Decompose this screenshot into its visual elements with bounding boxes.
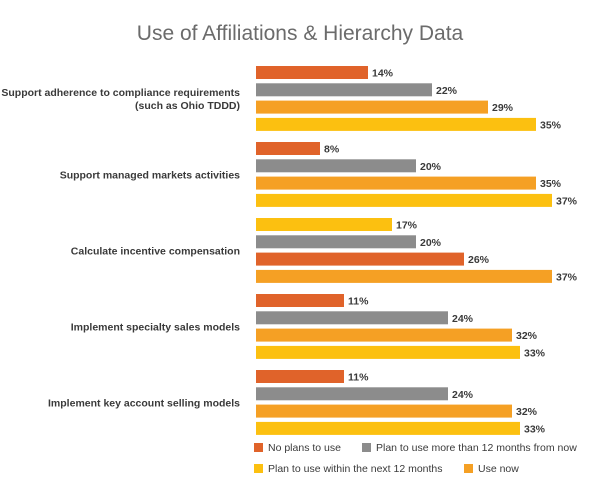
data-label: 20% <box>420 237 442 249</box>
bar-use-now <box>256 328 512 342</box>
data-label: 32% <box>516 330 538 342</box>
bar-plan-to-use-within-the-next-12-months <box>256 193 552 207</box>
category-label: Implement specialty sales models <box>71 321 240 333</box>
bar-group: Implement key account selling models 11% 2… <box>48 370 546 435</box>
data-label: 22% <box>436 85 458 97</box>
category-label: Support adherence to compliance requirem… <box>1 87 240 99</box>
bar-use-now <box>256 100 488 114</box>
bar-no-plans-to-use <box>256 66 368 79</box>
data-label: 8% <box>324 144 340 156</box>
bar-plan-to-use-more-than-12-months-from-now <box>256 235 416 249</box>
data-label: 35% <box>540 178 562 190</box>
bar-plan-to-use-more-than-12-months-from-now <box>256 311 448 325</box>
category-label: (such as Ohio TDDD) <box>135 100 240 112</box>
bar-plan-to-use-within-the-next-12-months <box>256 218 392 231</box>
bar-no-plans-to-use <box>256 252 464 266</box>
data-label: 17% <box>396 220 418 232</box>
data-label: 11% <box>348 372 369 384</box>
bar-use-now <box>256 404 512 418</box>
bars-layer: Support adherence to compliance requirem… <box>1 66 578 435</box>
legend-item: Plan to use within the next 12 months <box>254 463 443 475</box>
bar-group: Support managed markets activities 8% 20% 3… <box>60 142 578 207</box>
data-label: 26% <box>468 254 490 266</box>
data-label: 37% <box>556 195 578 207</box>
category-label: Implement key account selling models <box>48 397 240 409</box>
category-label: Support managed markets activities <box>60 169 240 181</box>
data-label: 24% <box>452 313 474 325</box>
bar-no-plans-to-use <box>256 370 344 383</box>
bar-use-now <box>256 176 536 190</box>
legend-label: Plan to use more than 12 months from now <box>376 442 577 454</box>
bar-group: Support adherence to compliance requirem… <box>1 66 562 131</box>
legend-label: Use now <box>478 463 519 475</box>
legend-label: Plan to use within the next 12 months <box>268 463 443 475</box>
legend-swatch <box>254 464 263 473</box>
chart-title: Use of Affiliations & Hierarchy Data <box>137 22 464 45</box>
data-label: 14% <box>372 68 394 80</box>
bar-group: Calculate incentive compensation 17%20% 26… <box>71 218 578 283</box>
bar-plan-to-use-within-the-next-12-months <box>256 117 536 131</box>
data-label: 35% <box>540 119 562 131</box>
bar-no-plans-to-use <box>256 294 344 307</box>
legend-item: Plan to use more than 12 months from now <box>362 442 577 454</box>
legend-item: Use now <box>464 463 519 475</box>
bar-plan-to-use-more-than-12-months-from-now <box>256 83 432 97</box>
data-label: 29% <box>492 102 514 114</box>
bar-group: Implement specialty sales models 11% 24% 32… <box>71 294 546 359</box>
bar-no-plans-to-use <box>256 142 320 155</box>
data-label: 24% <box>452 389 474 401</box>
data-label: 33% <box>524 347 546 359</box>
legend-swatch <box>464 464 473 473</box>
data-label: 20% <box>420 161 442 173</box>
bar-plan-to-use-within-the-next-12-months <box>256 345 520 359</box>
category-label: Calculate incentive compensation <box>71 245 240 257</box>
bar-plan-to-use-more-than-12-months-from-now <box>256 387 448 401</box>
legend-item: No plans to use <box>254 442 341 454</box>
legend-label: No plans to use <box>268 442 341 454</box>
data-label: 33% <box>524 423 546 435</box>
legend: No plans to use Plan to use more than 12 … <box>254 442 577 475</box>
data-label: 11% <box>348 296 369 308</box>
bar-use-now <box>256 269 552 283</box>
bar-plan-to-use-more-than-12-months-from-now <box>256 159 416 173</box>
legend-swatch <box>254 443 263 452</box>
data-label: 37% <box>556 271 578 283</box>
legend-swatch <box>362 443 371 452</box>
bar-plan-to-use-within-the-next-12-months <box>256 421 520 435</box>
data-label: 32% <box>516 406 538 418</box>
